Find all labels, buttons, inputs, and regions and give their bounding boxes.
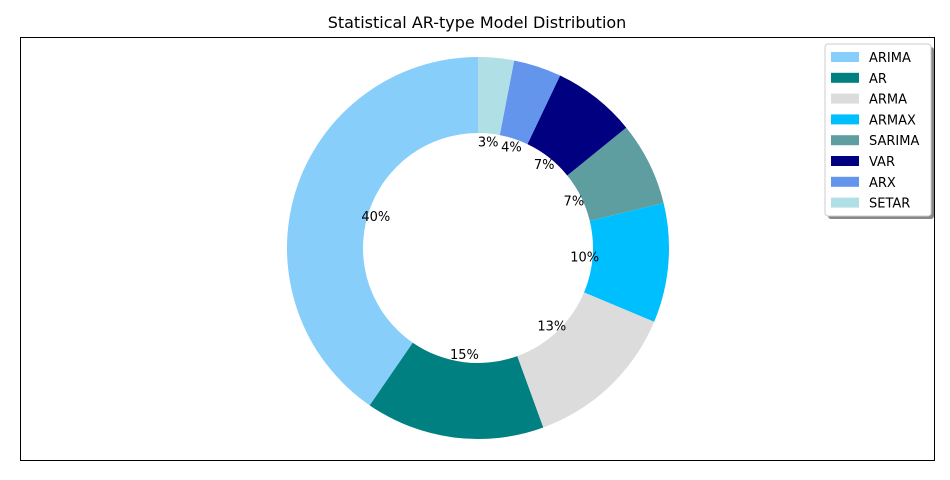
pct-label-ar: 15% <box>450 348 479 363</box>
legend: ARIMA AR ARMA ARMAX SARIMA VAR ARX SETAR <box>824 43 934 219</box>
legend-swatch-arx <box>831 176 859 187</box>
legend-label-arma: ARMA <box>869 93 907 108</box>
legend-label-ar: AR <box>869 72 887 87</box>
slice-ar <box>369 342 544 440</box>
legend-label-sarima: SARIMA <box>869 134 919 149</box>
legend-swatch-arima <box>831 52 859 62</box>
pct-label-arima: 40% <box>361 210 390 225</box>
slice-arma <box>517 292 655 428</box>
slice-sarima <box>567 127 664 221</box>
pct-label-sarima: 7% <box>564 194 585 209</box>
legend-label-arx: ARX <box>869 176 896 191</box>
legend-label-armax: ARMAX <box>869 113 916 128</box>
slice-armax <box>584 202 669 322</box>
legend-label-arima: ARIMA <box>869 51 911 66</box>
slice-var <box>527 75 627 176</box>
pct-label-arx: 4% <box>501 140 522 155</box>
slice-setar <box>478 57 515 136</box>
legend-swatch-setar <box>831 197 859 208</box>
slice-arx <box>499 60 561 145</box>
chart-title: Statistical AR-type Model Distribution <box>328 13 627 32</box>
plot-frame <box>20 37 935 461</box>
pct-label-var: 7% <box>534 158 555 173</box>
legend-box <box>824 43 932 217</box>
pct-label-arma: 13% <box>537 319 566 334</box>
legend-label-setar: SETAR <box>869 197 910 212</box>
legend-swatch-ar <box>831 72 859 83</box>
legend-swatch-sarima <box>831 135 859 146</box>
donut-slices <box>286 57 669 440</box>
legend-swatch-armax <box>831 114 859 125</box>
slice-arima <box>286 57 478 406</box>
legend-swatch-var <box>831 156 859 166</box>
pct-label-setar: 3% <box>478 135 499 150</box>
legend-swatch-arma <box>831 93 859 104</box>
legend-label-var: VAR <box>869 155 895 170</box>
pct-label-armax: 10% <box>570 250 599 265</box>
percent-labels: 40% 15% 13% 10% 7% 7% 4%3% <box>361 135 599 363</box>
